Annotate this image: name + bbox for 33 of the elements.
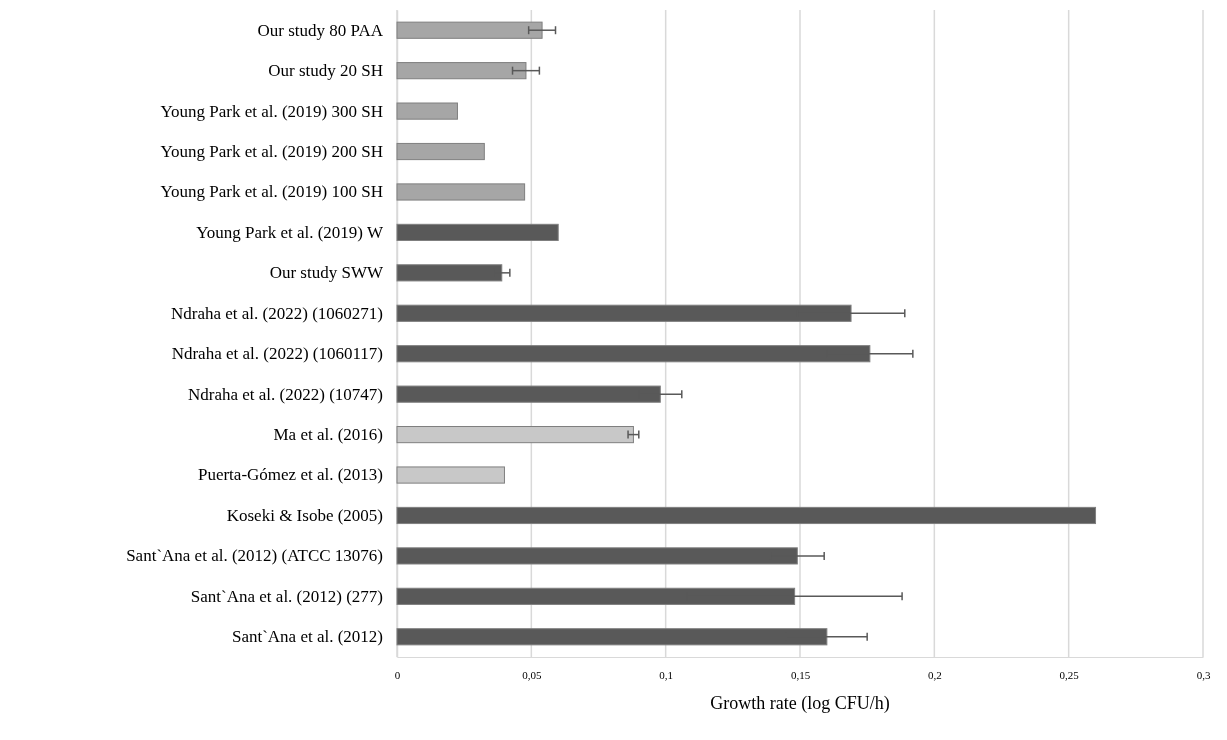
y-tick-label: Our study 20 SH	[268, 61, 383, 81]
bar	[396, 21, 543, 39]
y-tick-label: Young Park et al. (2019) 200 SH	[160, 141, 383, 161]
y-tick-label: Sant`Ana et al. (2012)	[231, 627, 383, 647]
y-tick-label: Ndraha et al. (2022) (1060271)	[171, 303, 383, 323]
x-tick-label: 0,1	[659, 668, 674, 681]
y-tick-label: Koseki & Isobe (2005)	[226, 505, 383, 525]
x-tick-label: 0,3	[1196, 668, 1211, 681]
y-tick-label: Our study 80 PAA	[257, 20, 384, 40]
bar	[396, 223, 559, 241]
bar	[396, 142, 485, 161]
y-tick-label: Young Park et al. (2019) 300 SH	[160, 101, 383, 121]
y-tick-label: Our study SWW	[269, 263, 384, 283]
bar	[396, 102, 458, 120]
y-tick-label: Young Park et al. (2019) 100 SH	[160, 182, 383, 202]
y-tick-label: Ndraha et al. (2022) (10747)	[188, 384, 383, 404]
y-tick-label: Puerta-Gómez et al. (2013)	[197, 465, 383, 485]
bar	[396, 506, 1097, 525]
y-tick-label: Sant`Ana et al. (2012) (ATCC 13076)	[126, 546, 383, 566]
bar	[396, 183, 526, 201]
bar	[396, 466, 505, 484]
x-axis-title: Growth rate (log CFU/h)	[710, 693, 890, 714]
y-tick-label: Ma et al. (2016)	[273, 425, 383, 445]
x-tick-label: 0,05	[522, 668, 542, 681]
y-tick-label: Sant`Ana et al. (2012) (277)	[190, 586, 383, 606]
x-tick-label: 0,15	[790, 668, 811, 681]
y-tick-label: Ndraha et al. (2022) (1060117)	[171, 344, 383, 364]
bar	[396, 62, 527, 80]
x-tick-label: 0,2	[927, 668, 942, 681]
y-tick-label: Young Park et al. (2019) W	[196, 222, 384, 242]
bar	[396, 426, 634, 444]
x-tick-label: 0,25	[1059, 668, 1080, 681]
x-tick-label: 0	[394, 668, 401, 681]
